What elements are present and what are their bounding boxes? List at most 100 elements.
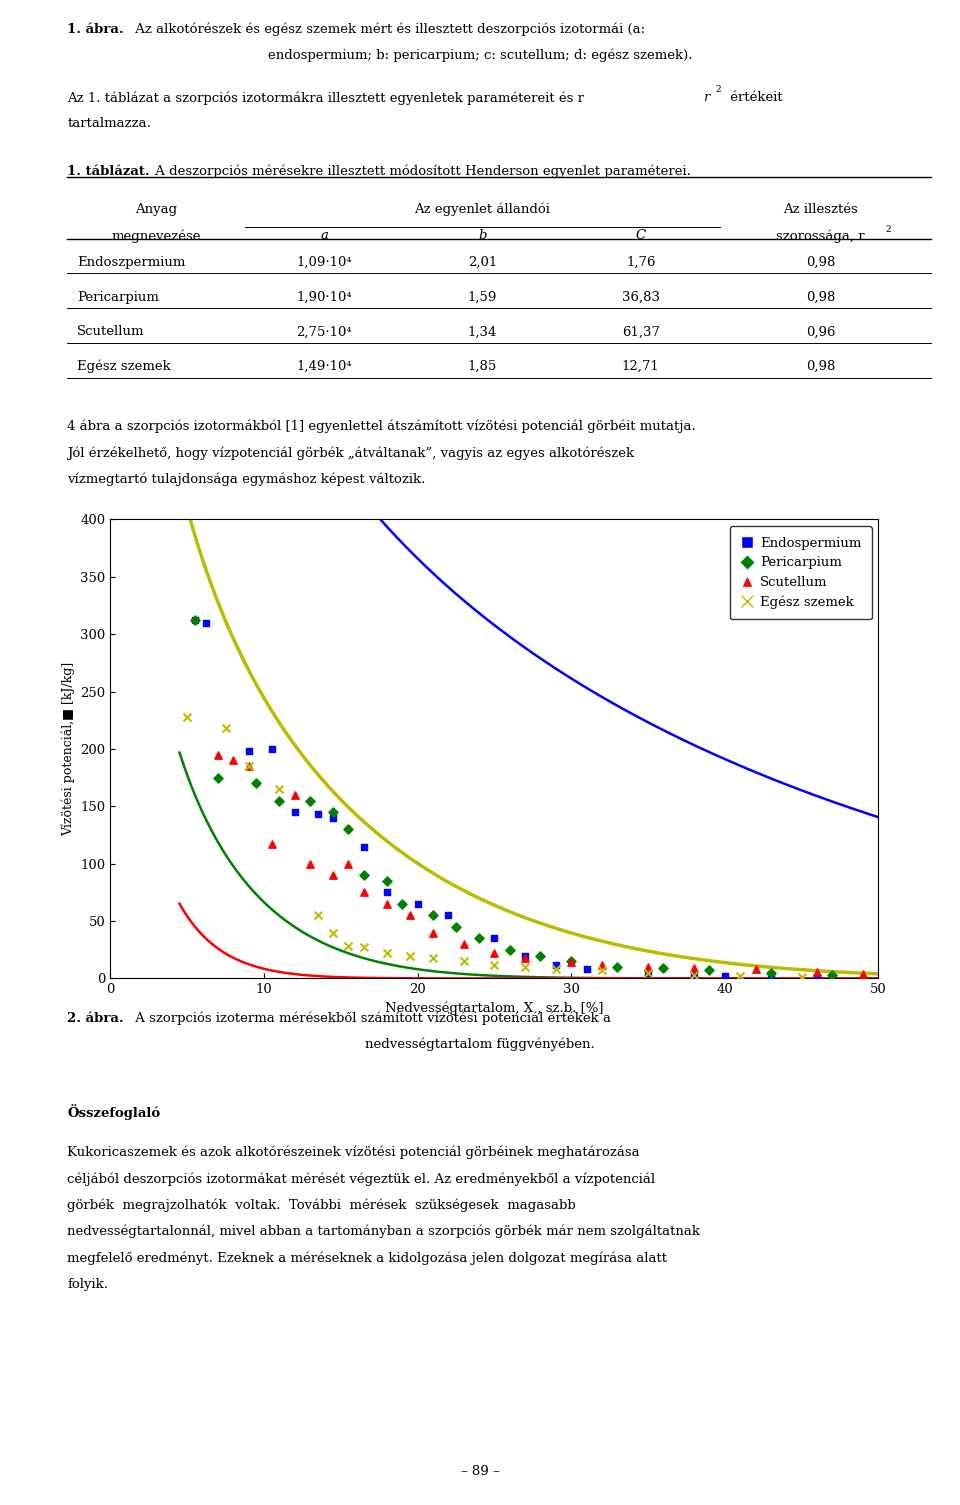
Point (302, 852, 318, 876)
Point (763, 960, 779, 984)
Text: A deszorpciós mérésekre illesztett módosított Henderson egyenlet paraméterei.: A deszorpciós mérésekre illesztett módos… (151, 164, 690, 178)
Point (517, 956, 533, 980)
Point (487, 953, 502, 977)
Point (310, 903, 325, 927)
Point (325, 921, 341, 945)
Point (249, 772, 264, 796)
Point (187, 608, 203, 632)
Text: 1,59: 1,59 (468, 290, 497, 304)
Text: 36,83: 36,83 (622, 290, 660, 304)
Text: céljából deszorpciós izotormákat mérését végeztük el. Az eredményekből a vízpote: céljából deszorpciós izotormákat mérését… (67, 1172, 656, 1186)
Point (579, 957, 594, 981)
Point (548, 957, 564, 981)
Point (341, 817, 356, 841)
Point (425, 903, 441, 927)
Text: görbék  megrajzolhatók  voltak.  További  mérések  szükségesek  magasabb: görbék megrajzolhatók voltak. További mé… (67, 1198, 576, 1212)
Text: 1. ábra.: 1. ábra. (67, 23, 124, 36)
Point (564, 950, 579, 974)
Point (210, 742, 226, 766)
Text: Scutellum: Scutellum (77, 325, 144, 339)
Point (356, 936, 372, 960)
Text: folyik.: folyik. (67, 1278, 108, 1291)
Text: értékeit: értékeit (726, 90, 782, 104)
Text: nedvességtartalonnál, mivel abban a tartományban a szorpciós görbék már nem szol: nedvességtartalonnál, mivel abban a tart… (67, 1225, 700, 1239)
Point (640, 956, 656, 980)
Point (310, 802, 325, 826)
Text: 1,76: 1,76 (626, 256, 656, 269)
Text: 0,96: 0,96 (806, 325, 835, 339)
Point (410, 892, 425, 917)
Point (825, 963, 840, 987)
Text: 1,34: 1,34 (468, 325, 497, 339)
Point (517, 944, 533, 968)
Text: 2,75·10⁴: 2,75·10⁴ (297, 325, 351, 339)
Point (241, 754, 256, 778)
Text: b: b (478, 229, 487, 242)
Text: Jól érzékelhető, hogy vízpotenciál görbék „átváltanak”, vagyis az egyes alkotóré: Jól érzékelhető, hogy vízpotenciál görbé… (67, 445, 635, 459)
Point (640, 960, 656, 984)
Text: szorossága, r: szorossága, r (777, 229, 865, 242)
Text: – 89 –: – 89 – (461, 1464, 499, 1478)
Point (456, 950, 471, 974)
Point (656, 956, 671, 980)
Point (855, 962, 871, 986)
Text: Endoszpermium: Endoszpermium (77, 256, 185, 269)
Point (717, 965, 732, 989)
X-axis label: Nedvességtartalom, X , sz.b. [%]: Nedvességtartalom, X , sz.b. [%] (385, 1002, 604, 1016)
Text: Pericarpium: Pericarpium (77, 290, 158, 304)
Point (564, 950, 579, 974)
Point (763, 965, 779, 989)
Point (379, 880, 395, 905)
Point (341, 852, 356, 876)
Point (356, 880, 372, 905)
Point (241, 754, 256, 778)
Text: 61,37: 61,37 (622, 325, 660, 339)
Point (686, 956, 702, 980)
Text: 0,98: 0,98 (806, 290, 835, 304)
Point (594, 953, 610, 977)
Point (287, 783, 302, 807)
Point (732, 965, 748, 989)
Point (218, 716, 233, 740)
Text: 0,98: 0,98 (806, 360, 835, 373)
Point (379, 868, 395, 892)
Point (456, 932, 471, 956)
Point (441, 903, 456, 927)
Point (241, 739, 256, 763)
Legend: Endospermium, Pericarpium, Scutellum, Egész szemek: Endospermium, Pericarpium, Scutellum, Eg… (730, 527, 872, 620)
Point (379, 892, 395, 917)
Point (264, 832, 279, 856)
Point (402, 903, 418, 927)
Text: Az illesztés: Az illesztés (783, 203, 858, 217)
Point (187, 608, 203, 632)
Text: Az alkotórészek és egész szemek mért és illesztett deszorpciós izotormái (a:: Az alkotórészek és egész szemek mért és … (131, 23, 645, 36)
Point (748, 957, 763, 981)
Text: 2: 2 (715, 84, 721, 93)
Point (302, 789, 318, 813)
Point (325, 801, 341, 825)
Point (272, 789, 287, 813)
Point (210, 766, 226, 790)
Text: A szorpciós izoterma mérésekből számított vízötési potenciál értékek a: A szorpciós izoterma mérésekből számítot… (131, 1011, 611, 1025)
Text: Kukoricaszemek és azok alkotórészeinek vízötési potenciál görbéinek meghatározás: Kukoricaszemek és azok alkotórészeinek v… (67, 1145, 639, 1159)
Text: 1. táblázat.: 1. táblázat. (67, 164, 150, 178)
Point (448, 915, 464, 939)
Point (548, 953, 564, 977)
Point (325, 805, 341, 829)
Point (272, 777, 287, 801)
Text: Egész szemek: Egész szemek (77, 360, 171, 373)
Point (809, 960, 825, 984)
Point (686, 963, 702, 987)
Point (356, 834, 372, 858)
Text: megfelelő eredményt. Ezeknek a méréseknek a kidolgozása jelen dolgozat megírása : megfelelő eredményt. Ezeknek a mérésekne… (67, 1251, 667, 1264)
Y-axis label: Vízötési potenciál,■ [kJ/kg]: Vízötési potenciál,■ [kJ/kg] (61, 662, 75, 837)
Point (395, 892, 410, 917)
Text: endospermium; b: pericarpium; c: scutellum; d: egész szemek).: endospermium; b: pericarpium; c: scutell… (268, 48, 692, 62)
Text: megnevezése: megnevezése (111, 229, 201, 242)
Point (640, 960, 656, 984)
Point (610, 956, 625, 980)
Point (180, 704, 195, 728)
Point (425, 921, 441, 945)
Text: Az egyenlet állandói: Az egyenlet állandói (415, 203, 550, 217)
Text: a: a (320, 229, 328, 242)
